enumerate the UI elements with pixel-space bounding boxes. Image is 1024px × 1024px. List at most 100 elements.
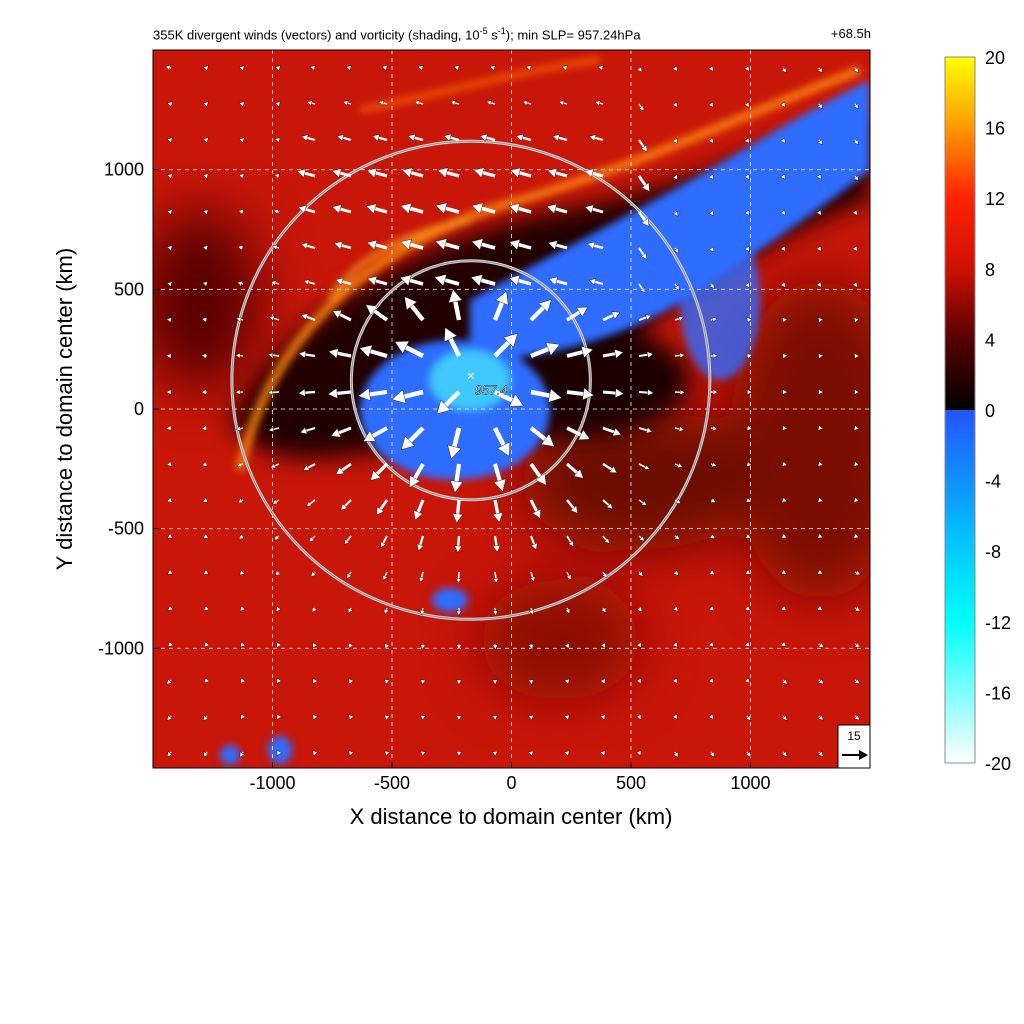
wind-vector-arrow bbox=[492, 679, 498, 685]
wind-vector-arrow bbox=[781, 533, 788, 539]
wind-vector-arrow bbox=[594, 100, 604, 106]
wind-vector-arrow bbox=[345, 65, 352, 71]
wind-vector-arrow bbox=[566, 499, 578, 514]
wind-vector-arrow bbox=[348, 607, 354, 614]
wind-vector-arrow bbox=[602, 463, 618, 474]
colorbar-tick-label: -8 bbox=[985, 542, 1001, 562]
wind-vector-arrow bbox=[566, 306, 588, 322]
wind-vector-arrow bbox=[781, 751, 788, 757]
wind-vector-arrow bbox=[348, 714, 354, 721]
wind-vector-arrow bbox=[636, 606, 643, 613]
wind-vector-arrow bbox=[486, 100, 496, 106]
wind-vector-arrow bbox=[637, 175, 650, 192]
wind-vector-arrow bbox=[456, 715, 462, 721]
wind-vector-arrow bbox=[300, 313, 316, 321]
wind-vector-arrow bbox=[331, 168, 352, 178]
wind-vector-arrow bbox=[274, 137, 281, 143]
wind-vector-arrow bbox=[638, 463, 650, 470]
wind-vector-arrow bbox=[276, 714, 282, 720]
wind-vector-arrow bbox=[638, 535, 645, 542]
wind-vector-arrow bbox=[342, 100, 352, 106]
wind-vector-arrow bbox=[636, 642, 642, 649]
wind-vector-arrow bbox=[407, 133, 424, 142]
wind-vector-arrow bbox=[638, 426, 653, 434]
wind-vector-arrow bbox=[780, 569, 787, 575]
wind-vector-arrow bbox=[816, 245, 822, 252]
wind-vector-arrow bbox=[297, 205, 316, 214]
wind-vector-arrow bbox=[492, 426, 511, 457]
wind-vector-arrow bbox=[166, 209, 173, 215]
wind-vector-arrow bbox=[166, 173, 173, 179]
wind-vector-arrow bbox=[306, 100, 316, 106]
wind-vector-arrow bbox=[437, 167, 460, 178]
colorbar: 20 16 12 8 4 0 -4 -8 -12 -16 -20 bbox=[944, 48, 1011, 774]
wind-vector-arrow bbox=[782, 389, 788, 395]
wind-vector-arrow bbox=[328, 348, 352, 359]
wind-vector-arrow bbox=[418, 571, 425, 583]
wind-vector-arrow bbox=[818, 389, 824, 395]
wind-vector-arrow bbox=[166, 461, 173, 467]
wind-vector-arrow bbox=[548, 276, 568, 286]
wind-vector-arrow bbox=[330, 426, 352, 438]
wind-vector-arrow bbox=[566, 426, 591, 441]
wind-vector-arrow bbox=[853, 67, 859, 74]
wind-vector-arrow bbox=[547, 240, 568, 250]
wind-vector-arrow bbox=[565, 462, 584, 479]
wind-vector-arrow bbox=[275, 570, 281, 576]
wind-vector-arrow bbox=[708, 173, 714, 180]
wind-vector-arrow bbox=[380, 535, 388, 549]
wind-vector-arrow bbox=[378, 100, 388, 106]
wind-vector-arrow bbox=[332, 310, 352, 322]
wind-vector-arrow bbox=[638, 103, 644, 112]
wind-vector-arrow bbox=[202, 101, 209, 107]
wind-vector-arrow bbox=[335, 462, 352, 475]
x-tick-label: 1000 bbox=[730, 773, 770, 793]
x-axis-title: X distance to domain center (km) bbox=[350, 804, 673, 829]
wind-vector-arrow bbox=[238, 101, 245, 107]
wind-vector-arrow bbox=[602, 311, 621, 322]
wind-vector-arrow bbox=[166, 751, 173, 757]
wind-vector-arrow bbox=[672, 174, 678, 181]
wind-vector-arrow bbox=[348, 678, 354, 685]
wind-vector-arrow bbox=[492, 751, 498, 757]
wind-vector-arrow bbox=[708, 246, 715, 253]
wind-vector-arrow bbox=[600, 714, 606, 721]
wind-vector-arrow bbox=[708, 101, 714, 108]
wind-vector-arrow bbox=[744, 605, 751, 611]
wind-vector-arrow bbox=[782, 353, 788, 359]
wind-vector-arrow bbox=[365, 304, 389, 322]
wind-vector-arrow bbox=[401, 167, 424, 178]
y-tick-label: -500 bbox=[108, 519, 144, 539]
wind-vector-arrow bbox=[494, 389, 524, 407]
wind-vector-arrow bbox=[781, 497, 788, 503]
wind-vector-arrow bbox=[366, 239, 388, 250]
wind-vector-arrow bbox=[600, 607, 606, 614]
wind-vector-arrow bbox=[470, 274, 496, 287]
wind-vector-arrow bbox=[274, 101, 281, 107]
wind-vector-arrow bbox=[552, 134, 568, 142]
wind-vector-arrow bbox=[746, 317, 753, 323]
wind-vector-arrow bbox=[276, 677, 282, 684]
wind-vector-arrow bbox=[203, 641, 210, 648]
wind-vector-arrow bbox=[745, 497, 752, 503]
wind-vector-arrow bbox=[673, 570, 679, 576]
wind-vector-arrow bbox=[238, 209, 244, 215]
wind-vector-arrow bbox=[201, 353, 208, 359]
wind-vector-arrow bbox=[584, 204, 604, 214]
wind-vector-arrow bbox=[853, 533, 860, 539]
wind-vector-arrow bbox=[167, 569, 174, 575]
wind-vector-arrow bbox=[166, 353, 172, 359]
wind-vector-arrow bbox=[165, 65, 172, 71]
wind-vector-arrow bbox=[853, 497, 860, 503]
wind-vector-arrow bbox=[746, 425, 753, 431]
plot-title: 355K divergent winds (vectors) and vorti… bbox=[153, 26, 641, 43]
wind-vector-arrow bbox=[854, 606, 861, 612]
wind-vector-arrow bbox=[202, 209, 209, 215]
colorbar-gradient bbox=[944, 56, 976, 764]
wind-vector-arrow bbox=[420, 643, 426, 650]
wind-vector-arrow bbox=[166, 389, 172, 395]
wind-vector-arrow bbox=[376, 499, 389, 516]
wind-vector-arrow bbox=[508, 275, 532, 287]
wind-vector-arrow bbox=[456, 679, 462, 685]
wind-vector-arrow bbox=[359, 344, 388, 358]
